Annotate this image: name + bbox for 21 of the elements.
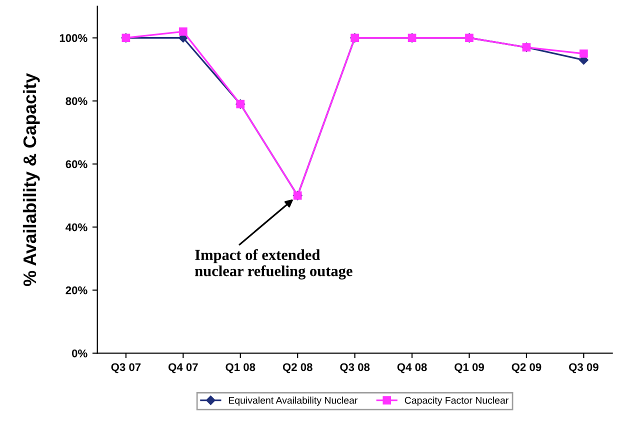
point: [179, 27, 188, 36]
y-tick-label: 100%: [60, 34, 88, 42]
x-tick-label: Q1 09: [454, 363, 484, 374]
y-axis-title: % Availability & Capacity: [22, 73, 40, 286]
y-tick-label: 20%: [66, 286, 88, 294]
y-tick-label: 60%: [66, 160, 88, 168]
y-tick-label: 80%: [66, 97, 88, 106]
x-tick-label: Q4 07: [168, 363, 198, 374]
y-tick-label: 0%: [72, 349, 88, 358]
x-tick-label: Q4 08: [397, 363, 427, 374]
x-tick-label: Q1 08: [226, 363, 256, 374]
x-tick-label: Q3 07: [111, 363, 141, 374]
x-tick-label: Q2 09: [512, 363, 542, 374]
point: [580, 49, 588, 58]
y-tick-label: 40%: [66, 223, 88, 232]
annotation: Impact of extended nuclear refueling outage: [195, 249, 352, 280]
legend-label: Capacity Factor Nuclear: [404, 396, 509, 406]
x-tick-label: Q3 08: [340, 363, 370, 374]
x-tick-label: Q2 08: [282, 363, 312, 374]
legend-label: Equivalent Availability Nuclear: [228, 396, 358, 406]
x-tick-label: Q3 09: [569, 363, 598, 374]
